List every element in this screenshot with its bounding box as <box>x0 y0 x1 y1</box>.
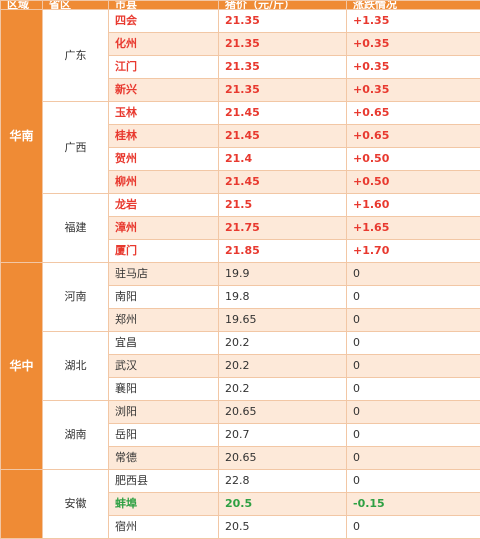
city-cell: 襄阳 <box>109 378 219 401</box>
region-cell: 华中 <box>1 263 43 470</box>
price-cell: 20.65 <box>219 401 347 424</box>
city-cell: 新兴 <box>109 79 219 102</box>
city-cell: 肥西县 <box>109 470 219 493</box>
city-cell: 四会 <box>109 10 219 33</box>
change-cell: +0.50 <box>347 148 480 171</box>
price-cell: 20.65 <box>219 447 347 470</box>
change-cell: +0.35 <box>347 79 480 102</box>
price-cell: 21.35 <box>219 33 347 56</box>
change-cell: 0 <box>347 401 480 424</box>
price-cell: 20.5 <box>219 493 347 516</box>
price-cell: 20.2 <box>219 378 347 401</box>
header-row: 区域 省区 市县 猪价（元/斤） 涨跌情况 <box>1 1 480 10</box>
province-cell: 广东 <box>43 10 109 102</box>
province-cell: 湖北 <box>43 332 109 401</box>
city-cell: 常德 <box>109 447 219 470</box>
change-cell: +0.35 <box>347 56 480 79</box>
change-cell: +1.60 <box>347 194 480 217</box>
change-cell: 0 <box>347 378 480 401</box>
city-cell: 江门 <box>109 56 219 79</box>
city-cell: 浏阳 <box>109 401 219 424</box>
province-cell: 福建 <box>43 194 109 263</box>
change-cell: 0 <box>347 424 480 447</box>
region-cell: 华南 <box>1 10 43 263</box>
price-cell: 21.85 <box>219 240 347 263</box>
province-cell: 广西 <box>43 102 109 194</box>
city-cell: 岳阳 <box>109 424 219 447</box>
change-cell: -0.15 <box>347 493 480 516</box>
change-cell: +1.70 <box>347 240 480 263</box>
city-cell: 漳州 <box>109 217 219 240</box>
price-cell: 19.9 <box>219 263 347 286</box>
price-cell: 22.8 <box>219 470 347 493</box>
change-cell: 0 <box>347 309 480 332</box>
price-cell: 21.45 <box>219 171 347 194</box>
change-cell: 0 <box>347 286 480 309</box>
price-cell: 20.5 <box>219 516 347 539</box>
price-cell: 20.2 <box>219 332 347 355</box>
header-price: 猪价（元/斤） <box>219 1 347 10</box>
city-cell: 玉林 <box>109 102 219 125</box>
city-cell: 南阳 <box>109 286 219 309</box>
change-cell: 0 <box>347 516 480 539</box>
price-cell: 19.65 <box>219 309 347 332</box>
city-cell: 桂林 <box>109 125 219 148</box>
city-cell: 宜昌 <box>109 332 219 355</box>
change-cell: +0.65 <box>347 125 480 148</box>
change-cell: +1.35 <box>347 10 480 33</box>
header-change: 涨跌情况 <box>347 1 480 10</box>
header-region: 区域 <box>1 1 43 10</box>
change-cell: +0.65 <box>347 102 480 125</box>
province-cell: 湖南 <box>43 401 109 470</box>
city-cell: 龙岩 <box>109 194 219 217</box>
change-cell: 0 <box>347 332 480 355</box>
price-cell: 21.5 <box>219 194 347 217</box>
price-cell: 21.75 <box>219 217 347 240</box>
city-cell: 柳州 <box>109 171 219 194</box>
price-cell: 21.35 <box>219 10 347 33</box>
price-cell: 19.8 <box>219 286 347 309</box>
change-cell: +0.50 <box>347 171 480 194</box>
city-cell: 蚌埠 <box>109 493 219 516</box>
change-cell: 0 <box>347 447 480 470</box>
city-cell: 厦门 <box>109 240 219 263</box>
price-cell: 21.35 <box>219 79 347 102</box>
city-cell: 驻马店 <box>109 263 219 286</box>
price-cell: 21.4 <box>219 148 347 171</box>
city-cell: 化州 <box>109 33 219 56</box>
price-cell: 20.7 <box>219 424 347 447</box>
change-cell: +0.35 <box>347 33 480 56</box>
price-cell: 21.45 <box>219 125 347 148</box>
city-cell: 贺州 <box>109 148 219 171</box>
change-cell: 0 <box>347 355 480 378</box>
price-cell: 20.2 <box>219 355 347 378</box>
change-cell: 0 <box>347 263 480 286</box>
change-cell: +1.65 <box>347 217 480 240</box>
price-cell: 21.35 <box>219 56 347 79</box>
change-cell: 0 <box>347 470 480 493</box>
city-cell: 武汉 <box>109 355 219 378</box>
city-cell: 宿州 <box>109 516 219 539</box>
price-cell: 21.45 <box>219 102 347 125</box>
city-cell: 郑州 <box>109 309 219 332</box>
header-city: 市县 <box>109 1 219 10</box>
header-province: 省区 <box>43 1 109 10</box>
province-cell: 河南 <box>43 263 109 332</box>
